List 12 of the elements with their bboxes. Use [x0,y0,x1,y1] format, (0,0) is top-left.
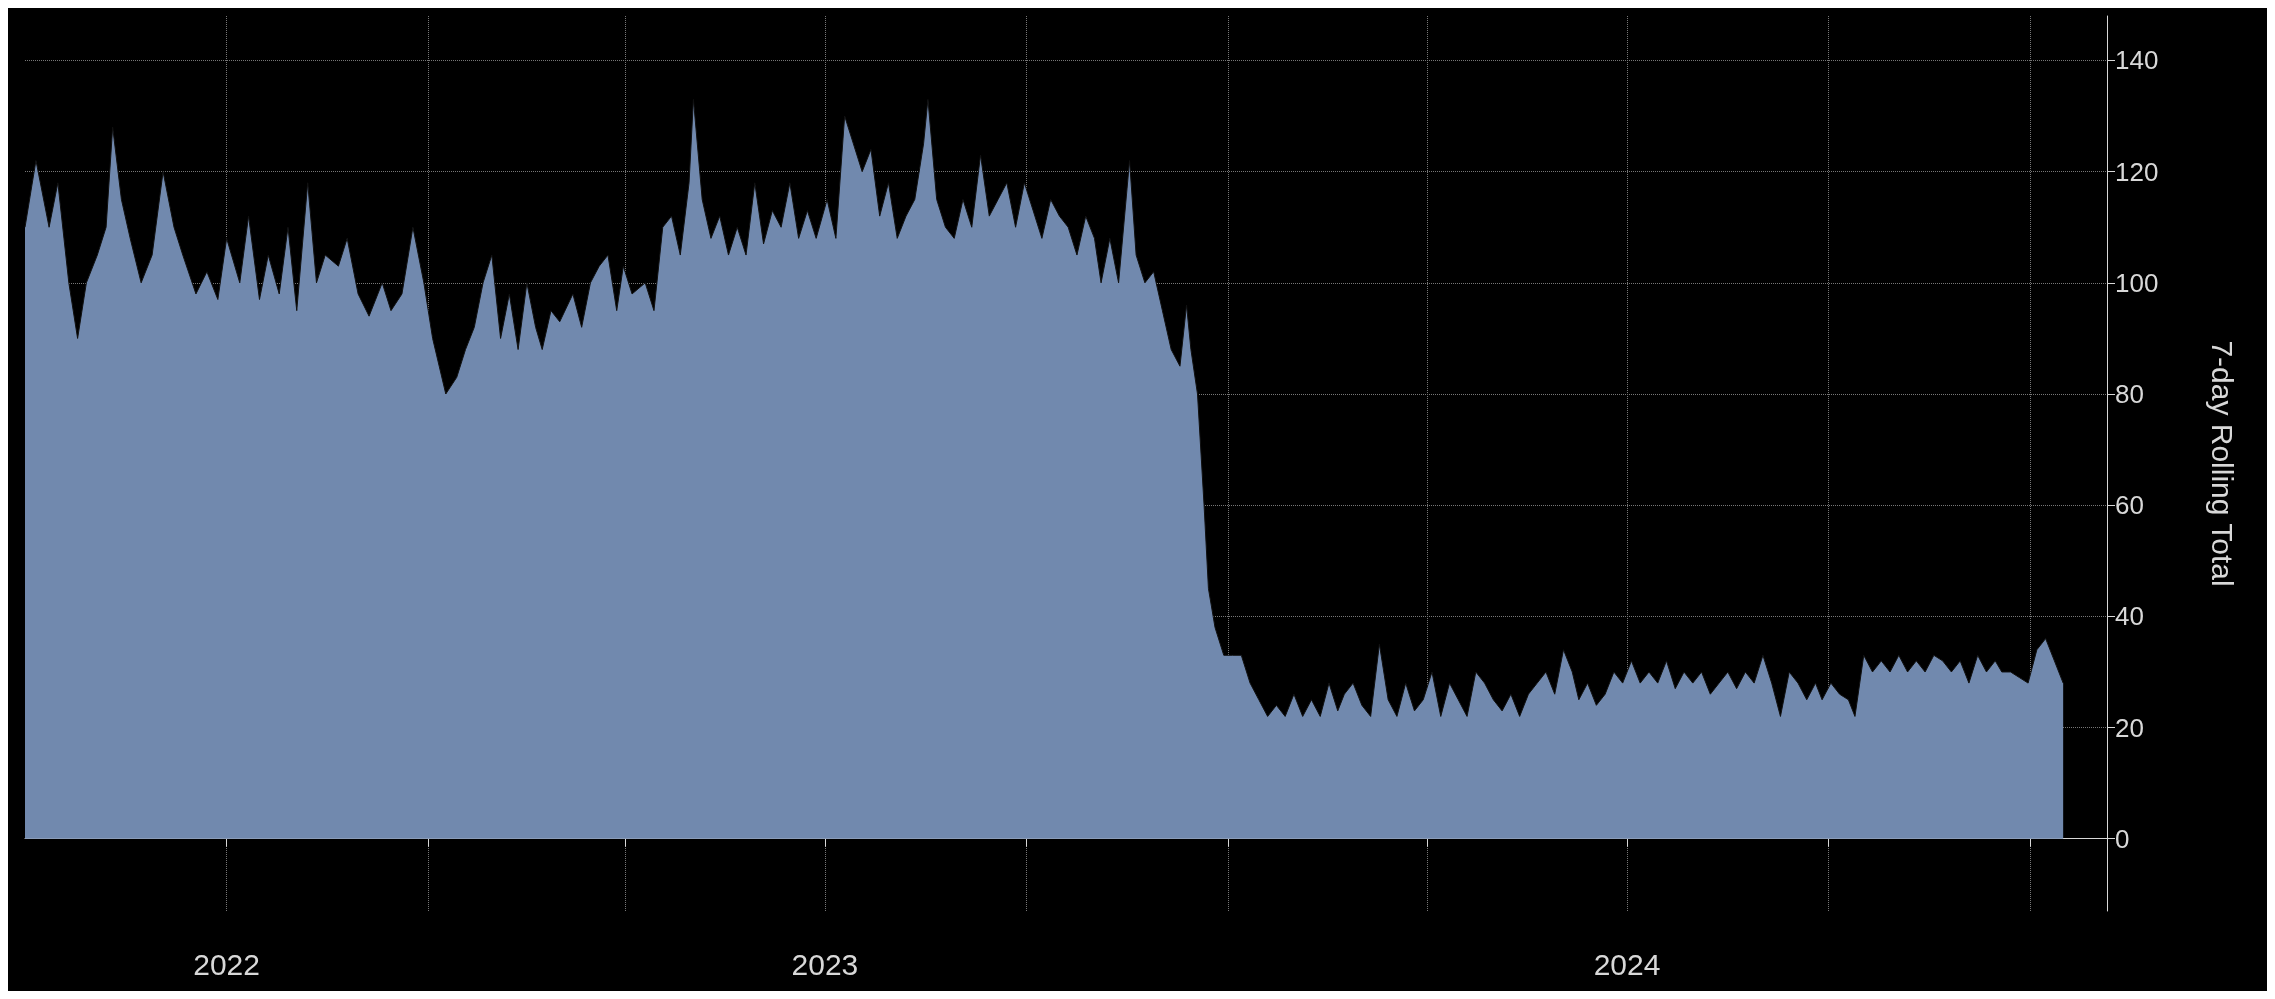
y-axis-title: 7-day Rolling Total [2205,340,2239,587]
x-tick-label: 2023 [791,947,859,981]
x-tick-label: 2024 [1593,947,1661,981]
y-tick-label: 80 [2115,379,2144,410]
y-tick-label: 100 [2115,267,2159,298]
y-tick-label: 120 [2115,156,2159,187]
y-tick-label: 60 [2115,490,2144,521]
y-tick-label: 40 [2115,601,2144,632]
y-tick-label: 0 [2115,823,2130,854]
x-tick-label: 2022 [193,947,260,981]
y-tick-label: 20 [2115,712,2144,743]
y-tick-label: 140 [2115,45,2159,76]
